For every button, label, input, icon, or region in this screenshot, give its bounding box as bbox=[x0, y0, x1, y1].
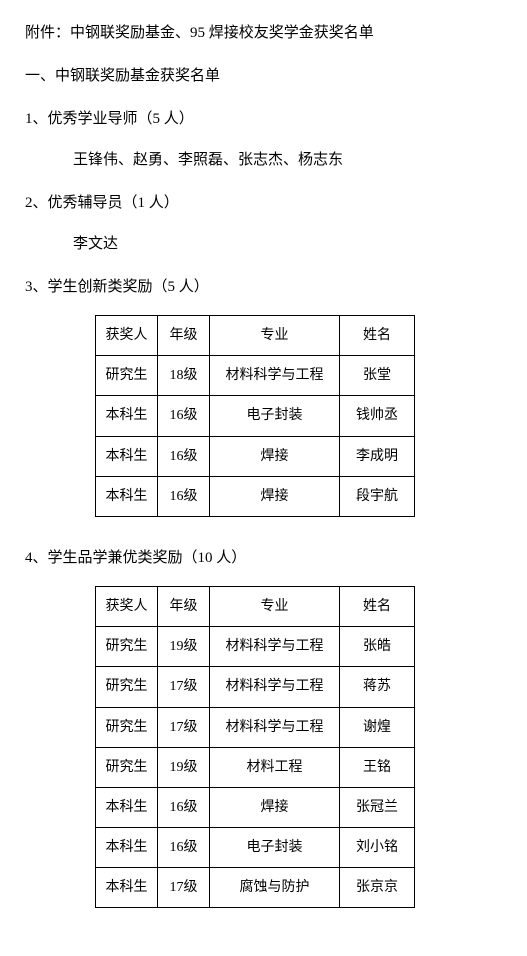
table-cell: 19级 bbox=[158, 747, 210, 787]
table-cell: 电子封装 bbox=[210, 828, 340, 868]
table-cell: 本科生 bbox=[96, 396, 158, 436]
innovation-award-table: 获奖人 年级 专业 姓名 研究生18级材料科学与工程张堂本科生16级电子封装钱帅… bbox=[95, 315, 415, 517]
table-header-major: 专业 bbox=[210, 316, 340, 356]
table-cell: 王铭 bbox=[340, 747, 415, 787]
table-row: 研究生17级材料科学与工程谢煌 bbox=[96, 707, 415, 747]
table-cell: 蒋苏 bbox=[340, 667, 415, 707]
table-cell: 研究生 bbox=[96, 707, 158, 747]
table-row: 研究生18级材料科学与工程张堂 bbox=[96, 356, 415, 396]
subsection-2-names: 李文达 bbox=[25, 231, 502, 258]
subsection-2-title: 2、优秀辅导员（1 人） bbox=[25, 190, 502, 217]
table-row: 本科生16级焊接李成明 bbox=[96, 436, 415, 476]
table-cell: 张冠兰 bbox=[340, 787, 415, 827]
table-header-awardee: 获奖人 bbox=[96, 586, 158, 626]
table-cell: 本科生 bbox=[96, 868, 158, 908]
table-cell: 研究生 bbox=[96, 667, 158, 707]
subsection-1-names: 王锋伟、赵勇、李照磊、张志杰、杨志东 bbox=[25, 147, 502, 174]
table-cell: 焊接 bbox=[210, 787, 340, 827]
table-cell: 段宇航 bbox=[340, 476, 415, 516]
table-cell: 18级 bbox=[158, 356, 210, 396]
table-cell: 17级 bbox=[158, 707, 210, 747]
table-row: 本科生17级腐蚀与防护张京京 bbox=[96, 868, 415, 908]
table-cell: 16级 bbox=[158, 828, 210, 868]
table-cell: 材料科学与工程 bbox=[210, 627, 340, 667]
table-cell: 张堂 bbox=[340, 356, 415, 396]
table-row: 研究生19级材料科学与工程张皓 bbox=[96, 627, 415, 667]
table-cell: 材料工程 bbox=[210, 747, 340, 787]
table-3-wrapper: 获奖人 年级 专业 姓名 研究生18级材料科学与工程张堂本科生16级电子封装钱帅… bbox=[25, 315, 502, 517]
table-header-row: 获奖人 年级 专业 姓名 bbox=[96, 586, 415, 626]
table-cell: 本科生 bbox=[96, 436, 158, 476]
table-cell: 本科生 bbox=[96, 828, 158, 868]
table-cell: 张皓 bbox=[340, 627, 415, 667]
table-header-row: 获奖人 年级 专业 姓名 bbox=[96, 316, 415, 356]
table-cell: 焊接 bbox=[210, 436, 340, 476]
table-cell: 16级 bbox=[158, 476, 210, 516]
table-header-grade: 年级 bbox=[158, 586, 210, 626]
subsection-3-title: 3、学生创新类奖励（5 人） bbox=[25, 274, 502, 301]
table-header-major: 专业 bbox=[210, 586, 340, 626]
table-cell: 本科生 bbox=[96, 476, 158, 516]
table-cell: 张京京 bbox=[340, 868, 415, 908]
table-header-name: 姓名 bbox=[340, 586, 415, 626]
section-title: 一、中钢联奖励基金获奖名单 bbox=[25, 63, 502, 90]
subsection-4-title: 4、学生品学兼优类奖励（10 人） bbox=[25, 545, 502, 572]
table-cell: 19级 bbox=[158, 627, 210, 667]
table-header-name: 姓名 bbox=[340, 316, 415, 356]
table-cell: 材料科学与工程 bbox=[210, 356, 340, 396]
table-cell: 材料科学与工程 bbox=[210, 667, 340, 707]
table-cell: 谢煌 bbox=[340, 707, 415, 747]
table-cell: 研究生 bbox=[96, 747, 158, 787]
table-cell: 17级 bbox=[158, 667, 210, 707]
table-header-grade: 年级 bbox=[158, 316, 210, 356]
table-row: 研究生19级材料工程王铭 bbox=[96, 747, 415, 787]
table-header-awardee: 获奖人 bbox=[96, 316, 158, 356]
table-cell: 17级 bbox=[158, 868, 210, 908]
table-cell: 焊接 bbox=[210, 476, 340, 516]
table-row: 本科生16级电子封装钱帅丞 bbox=[96, 396, 415, 436]
attachment-title: 附件：中钢联奖励基金、95 焊接校友奖学金获奖名单 bbox=[25, 20, 502, 47]
table-cell: 本科生 bbox=[96, 787, 158, 827]
table-cell: 李成明 bbox=[340, 436, 415, 476]
table-cell: 刘小铭 bbox=[340, 828, 415, 868]
table-row: 本科生16级焊接张冠兰 bbox=[96, 787, 415, 827]
table-4-wrapper: 获奖人 年级 专业 姓名 研究生19级材料科学与工程张皓研究生17级材料科学与工… bbox=[25, 586, 502, 909]
table-row: 本科生16级焊接段宇航 bbox=[96, 476, 415, 516]
table-cell: 研究生 bbox=[96, 627, 158, 667]
table-cell: 腐蚀与防护 bbox=[210, 868, 340, 908]
table-cell: 材料科学与工程 bbox=[210, 707, 340, 747]
table-cell: 钱帅丞 bbox=[340, 396, 415, 436]
table-row: 本科生16级电子封装刘小铭 bbox=[96, 828, 415, 868]
table-cell: 16级 bbox=[158, 396, 210, 436]
table-cell: 研究生 bbox=[96, 356, 158, 396]
table-cell: 16级 bbox=[158, 787, 210, 827]
table-row: 研究生17级材料科学与工程蒋苏 bbox=[96, 667, 415, 707]
table-cell: 电子封装 bbox=[210, 396, 340, 436]
subsection-1-title: 1、优秀学业导师（5 人） bbox=[25, 106, 502, 133]
table-cell: 16级 bbox=[158, 436, 210, 476]
excellence-award-table: 获奖人 年级 专业 姓名 研究生19级材料科学与工程张皓研究生17级材料科学与工… bbox=[95, 586, 415, 909]
